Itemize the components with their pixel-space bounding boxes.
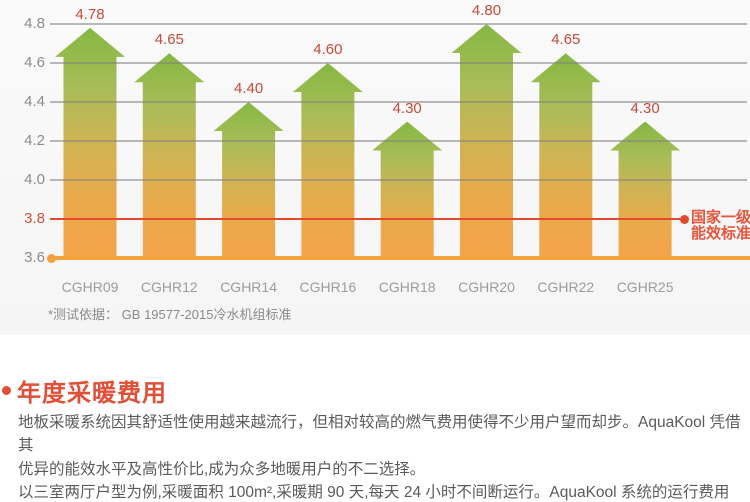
x-tick-CGHR09: CGHR09 bbox=[61, 279, 119, 295]
value-label-CGHR14: 4.40 bbox=[233, 80, 264, 97]
x-tick-CGHR16: CGHR16 bbox=[299, 279, 357, 295]
y-tick-4.8: 4.8 bbox=[24, 15, 45, 32]
y-tick-3.6: 3.6 bbox=[24, 249, 45, 266]
y-tick-4.2: 4.2 bbox=[24, 132, 45, 149]
x-axis-line bbox=[50, 256, 750, 260]
value-label-CGHR09: 4.78 bbox=[75, 5, 105, 23]
gridline-4.0 bbox=[50, 179, 747, 181]
bar-CGHR25 bbox=[610, 121, 681, 259]
paragraph-line: 地板采暖系统因其舒适性使用越来越流行，但相对较高的燃气费用使得不少用户望而却步。… bbox=[18, 414, 741, 455]
value-label-CGHR12: 4.65 bbox=[154, 31, 184, 49]
bar-CGHR16 bbox=[292, 63, 363, 259]
paragraph-line: 优异的能效水平及高性价比,成为众多地暖用户的不二选择。 bbox=[18, 460, 426, 478]
paragraph-line: 以三室两厅户型为例,采暖面积 100m²,采暖期 90 天,每天 24 小时不间… bbox=[18, 484, 730, 502]
value-label-CGHR20: 4.80 bbox=[471, 2, 502, 19]
bar-CGHR12 bbox=[134, 53, 205, 259]
y-tick-4.4: 4.4 bbox=[24, 93, 45, 110]
y-tick-3.8: 3.8 bbox=[24, 210, 45, 227]
bar-CGHR09 bbox=[55, 27, 125, 259]
section-paragraph: 地板采暖系统因其舒适性使用越来越流行，但相对较高的燃气费用使得不少用户望而却步。… bbox=[18, 411, 744, 502]
y-tick-4.6: 4.6 bbox=[24, 54, 45, 71]
national-standard-label-line1: 国家一级 bbox=[691, 209, 750, 226]
value-label-CGHR16: 4.60 bbox=[313, 41, 343, 58]
y-tick-4.0: 4.0 bbox=[24, 171, 45, 188]
x-axis-origin-dot bbox=[47, 253, 56, 263]
energy-efficiency-chart: 4.8 4.6 4.4 4.2 4.0 3.8 3.6 国家一级 能效标准 4.78 CGHR… bbox=[0, 0, 750, 335]
gridline-4.2 bbox=[50, 140, 747, 142]
x-tick-CGHR22: CGHR22 bbox=[537, 279, 595, 295]
national-standard-label: 国家一级 能效标准 bbox=[691, 210, 750, 241]
national-standard-label-line2: 能效标准 bbox=[691, 224, 750, 242]
test-basis-note: *测试依据： GB 19577-2015冷水机组标准 bbox=[48, 307, 292, 322]
gridline-4.8 bbox=[50, 23, 747, 25]
gridline-4.6 bbox=[50, 62, 747, 64]
x-tick-CGHR14: CGHR14 bbox=[220, 279, 277, 295]
x-tick-CGHR18: CGHR18 bbox=[378, 279, 436, 295]
section-title: 年度采暖费用 bbox=[17, 380, 167, 407]
value-label-CGHR22: 4.65 bbox=[551, 31, 581, 49]
reference-line-endpoint-dot bbox=[680, 215, 689, 224]
value-label-CGHR18: 4.30 bbox=[392, 99, 422, 117]
x-tick-CGHR25: CGHR25 bbox=[616, 279, 674, 295]
x-tick-CGHR12: CGHR12 bbox=[140, 279, 198, 295]
bar-CGHR22 bbox=[530, 53, 601, 259]
national-standard-reference-line bbox=[50, 218, 680, 220]
value-label-CGHR25: 4.30 bbox=[630, 99, 660, 117]
bar-CGHR18 bbox=[372, 121, 443, 259]
x-tick-CGHR20: CGHR20 bbox=[458, 279, 515, 295]
gridline-4.4 bbox=[50, 101, 747, 103]
section-bullet-icon bbox=[2, 386, 11, 395]
